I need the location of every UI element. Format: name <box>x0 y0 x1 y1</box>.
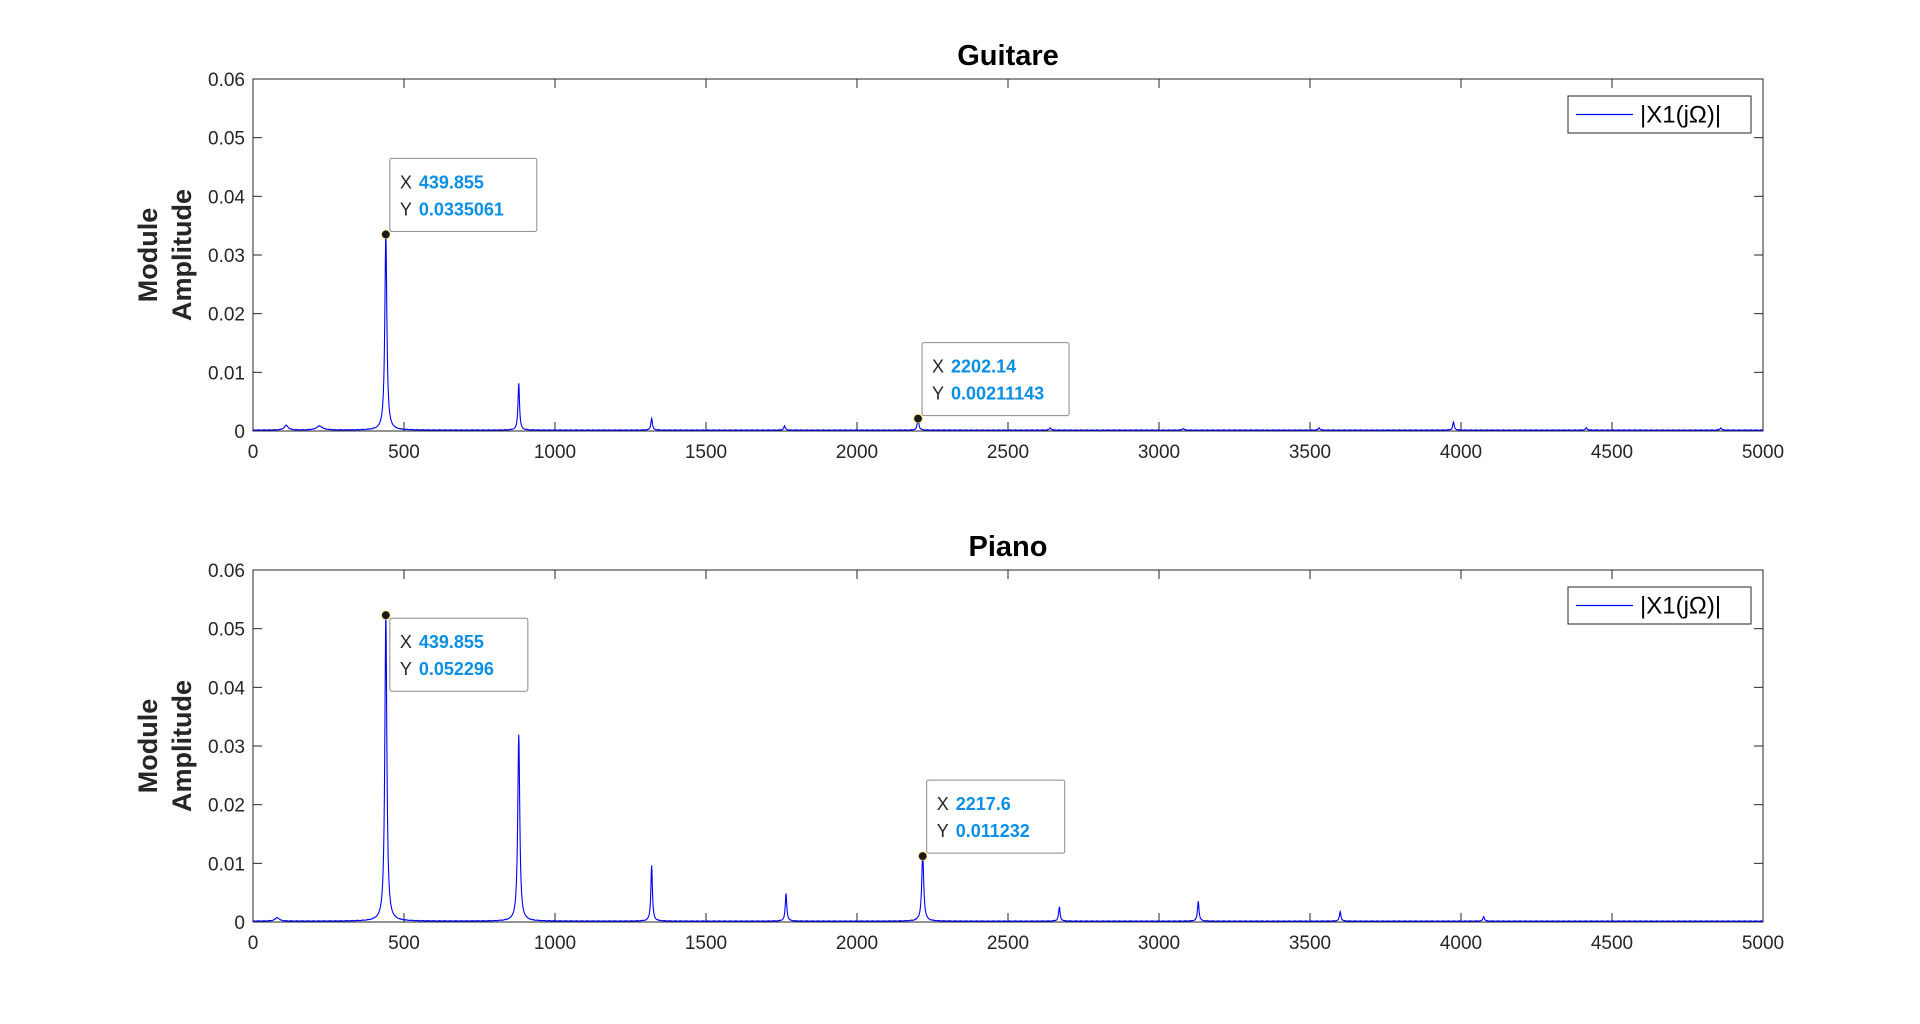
y-tick-label: 0.02 <box>208 305 245 326</box>
y-tick-label: 0.04 <box>208 678 245 699</box>
datatip-y-value: 0.00211143 <box>951 384 1044 404</box>
y-axis-label-line1: Module <box>133 208 163 303</box>
chart-0: 0 500 1000 1500 2000 2500 3000 3500 4000 4500 5000… <box>133 40 1784 463</box>
datatip-box <box>926 779 1066 854</box>
x-tick-label: 2500 <box>987 442 1029 463</box>
y-tick-label: 0.03 <box>208 246 245 267</box>
x-tick-label: 4500 <box>1591 442 1633 463</box>
chart-title: Piano <box>969 531 1048 563</box>
y-axis-label-line1: Module <box>133 699 163 794</box>
x-tick-label: 4500 <box>1591 933 1633 954</box>
y-tick-label: 0.02 <box>208 796 245 817</box>
x-tick-label: 3500 <box>1289 933 1331 954</box>
y-tick-label: 0.03 <box>208 737 245 758</box>
y-tick-label: 0.04 <box>208 187 245 208</box>
datatip-marker <box>381 229 391 239</box>
spectrum-line-series-0 <box>252 233 1764 432</box>
x-tick-label: 4000 <box>1440 442 1482 463</box>
datatip-x-value: 439.855 <box>419 632 484 652</box>
x-tick-label: 2500 <box>987 933 1029 954</box>
datatip-x-label: X <box>932 357 944 377</box>
datatip-y-value: 0.011232 <box>956 821 1030 841</box>
x-tick-label: 1000 <box>534 442 576 463</box>
y-tick-label: 0.05 <box>208 620 245 641</box>
datatip-x-value: 2202.14 <box>951 357 1016 377</box>
x-tick-label: 5000 <box>1742 933 1784 954</box>
y-tick-label: 0.06 <box>208 561 245 582</box>
x-tick-label: 2000 <box>836 442 878 463</box>
datatip-marker <box>918 851 928 861</box>
x-tick-label: 1000 <box>534 933 576 954</box>
datatip-y-label: Y <box>932 384 944 404</box>
datatip-1: X 2217.6 Y 0.011232 <box>918 779 1066 861</box>
x-tick-label: 0 <box>248 442 259 463</box>
datatip-x-label: X <box>400 632 412 652</box>
legend-entry: |X1(jΩ)| <box>1640 102 1721 129</box>
x-tick-label: 500 <box>388 933 420 954</box>
datatip-y-value: 0.052296 <box>419 659 494 679</box>
x-tick-label: 3500 <box>1289 442 1331 463</box>
x-tick-label: 2000 <box>836 933 878 954</box>
datatip-x-value: 2217.6 <box>956 794 1011 814</box>
y-tick-label: 0.06 <box>208 70 245 91</box>
y-tick-label: 0.05 <box>208 129 245 150</box>
x-tick-label: 1500 <box>685 442 727 463</box>
datatip-x-label: X <box>937 794 949 814</box>
datatip-0: X 439.855 Y 0.052296 <box>381 610 529 692</box>
x-tick-label: 3000 <box>1138 933 1180 954</box>
datatip-y-label: Y <box>400 659 412 679</box>
datatip-y-label: Y <box>937 821 949 841</box>
x-tick-label: 0 <box>248 933 259 954</box>
y-tick-label: 0.01 <box>208 854 245 875</box>
legend-box <box>1567 586 1752 625</box>
datatip-x-value: 439.855 <box>419 172 484 192</box>
legend: |X1(jΩ)| <box>1567 586 1752 625</box>
x-tick-label: 5000 <box>1742 442 1784 463</box>
datatip-1: X 2202.14 Y 0.00211143 <box>913 342 1070 424</box>
chart-title: Guitare <box>957 40 1059 72</box>
datatip-marker <box>381 610 391 620</box>
legend: |X1(jΩ)| <box>1567 95 1752 134</box>
y-axis-label-line2: Amplitude <box>167 189 197 321</box>
y-tick-label: 0 <box>234 913 245 934</box>
datatip-box <box>921 342 1070 417</box>
x-tick-label: 4000 <box>1440 933 1482 954</box>
spectrum-line-series-0 <box>252 614 1764 923</box>
x-tick-label: 1500 <box>685 933 727 954</box>
y-tick-label: 0.01 <box>208 363 245 384</box>
x-tick-label: 500 <box>388 442 420 463</box>
datatip-box <box>389 157 538 232</box>
datatip-y-value: 0.0335061 <box>419 199 504 219</box>
datatip-0: X 439.855 Y 0.0335061 <box>381 157 538 239</box>
x-tick-label: 3000 <box>1138 442 1180 463</box>
y-tick-label: 0 <box>234 422 245 443</box>
datatip-y-label: Y <box>400 199 412 219</box>
y-axis-label-line2: Amplitude <box>167 680 197 812</box>
datatip-box <box>389 617 529 692</box>
datatip-x-label: X <box>400 172 412 192</box>
legend-entry: |X1(jΩ)| <box>1640 593 1721 620</box>
datatip-marker <box>913 414 923 424</box>
chart-1: 0 500 1000 1500 2000 2500 3000 3500 4000 4500 5000… <box>133 531 1784 954</box>
